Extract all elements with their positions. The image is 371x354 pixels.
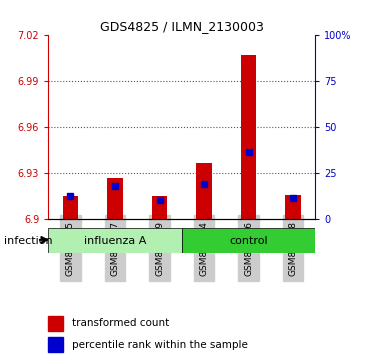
Text: transformed count: transformed count [72, 318, 169, 329]
Bar [63, 196, 78, 219]
Bar [48, 337, 63, 352]
FancyBboxPatch shape [48, 228, 182, 253]
Text: infection: infection [4, 236, 52, 246]
Text: percentile rank within the sample: percentile rank within the sample [72, 339, 248, 350]
Text: control: control [229, 236, 268, 246]
Bar [152, 196, 167, 219]
FancyBboxPatch shape [182, 228, 315, 253]
Bar [48, 316, 63, 331]
Bar [107, 178, 123, 219]
Bar [285, 195, 301, 219]
Text: influenza A: influenza A [84, 236, 146, 246]
Bar [241, 55, 256, 219]
Bar [196, 163, 212, 219]
Title: GDS4825 / ILMN_2130003: GDS4825 / ILMN_2130003 [100, 20, 264, 33]
